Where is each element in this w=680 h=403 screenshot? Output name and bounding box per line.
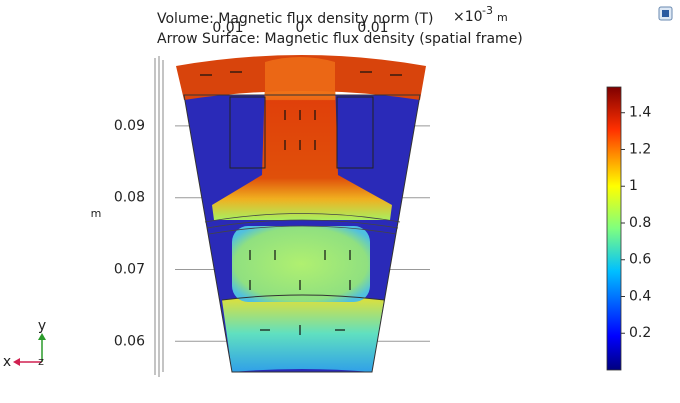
- y-tick-label: 0.09: [114, 118, 145, 134]
- colorbar: [606, 86, 622, 371]
- triad-label: x: [3, 354, 11, 370]
- field-plot: [176, 55, 426, 373]
- y-tick-label: 0.06: [114, 333, 145, 349]
- plot-title: Arrow Surface: Magnetic flux density (sp…: [157, 31, 523, 47]
- axis-triad: y x z: [3, 318, 46, 370]
- colorbar-tick-label: 1: [629, 178, 638, 194]
- axis-frame: [154, 56, 164, 377]
- x-multiplier: ×10: [453, 9, 483, 25]
- y-tick-label: 0.07: [114, 261, 145, 277]
- plot-title: Volume: Magnetic flux density norm (T): [157, 11, 434, 27]
- colorbar-tick-label: 0.2: [629, 325, 651, 341]
- x-tick-label: 0.01: [212, 20, 243, 36]
- x-tick-label: 0.01: [357, 20, 388, 36]
- triad-label: z: [38, 355, 44, 368]
- colorbar-tick-label: 0.8: [629, 215, 651, 231]
- legend-icon[interactable]: [658, 6, 673, 21]
- x-tick-label: 0: [296, 20, 305, 36]
- colorbar-tick-label: 1.2: [629, 141, 651, 157]
- colorbar-tick-label: 0.4: [629, 288, 651, 304]
- colorbar-tick-label: 1.4: [629, 105, 651, 121]
- x-unit: m: [497, 11, 508, 24]
- y-tick-label: 0.08: [114, 190, 145, 206]
- y-unit: m: [91, 207, 102, 220]
- colorbar-tick-label: 0.6: [629, 252, 651, 268]
- triad-label: y: [38, 318, 46, 334]
- x-exponent: -3: [482, 4, 493, 17]
